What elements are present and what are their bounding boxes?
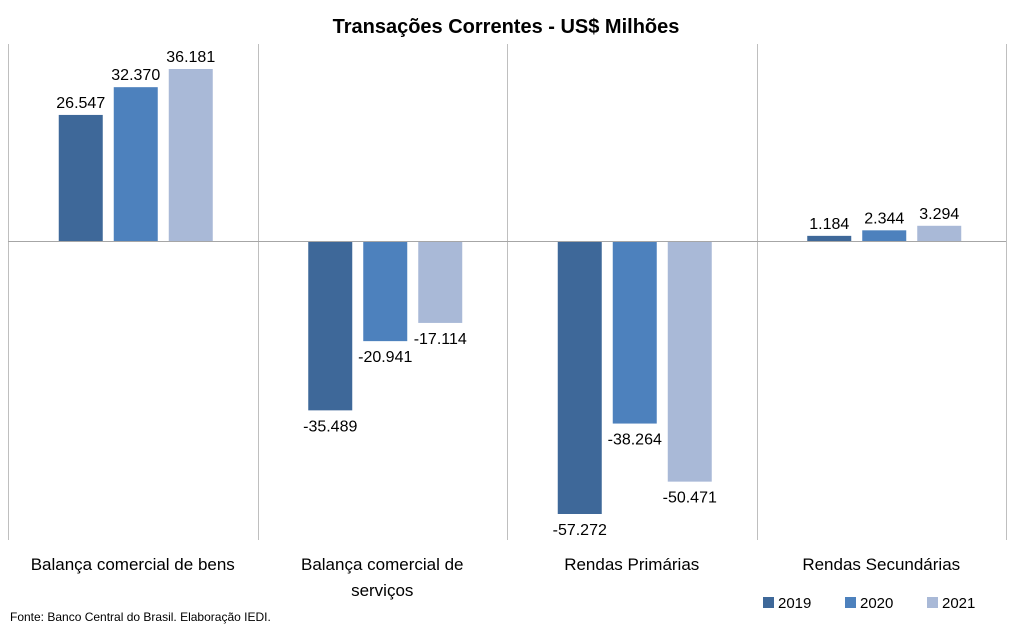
category-separators xyxy=(8,44,1007,540)
data-label-2019-3: -57.272 xyxy=(553,522,607,539)
bar-2021-4 xyxy=(917,225,962,242)
category-label: Balança comercial de xyxy=(301,555,464,574)
category-labels: Balança comercial de bens Balança comerci… xyxy=(31,555,960,600)
data-label-2019-2: -35.489 xyxy=(303,418,357,435)
legend-label-2021: 2021 xyxy=(942,595,975,612)
data-label-2020-4: 2.344 xyxy=(864,210,904,227)
bar-2020-1 xyxy=(113,87,158,242)
data-label-2020-1: 32.370 xyxy=(111,67,160,84)
category-label: Rendas Secundárias xyxy=(802,555,960,574)
data-labels: 26.547 -35.489 -57.272 1.184 32.370 -20.941 -3… xyxy=(56,49,959,539)
category-label: Rendas Primárias xyxy=(564,555,699,574)
legend-swatch-2019 xyxy=(763,597,774,608)
category-label: Balança comercial de bens xyxy=(31,555,235,574)
data-label-2020-2: -20.941 xyxy=(358,349,412,366)
bar-2019-2 xyxy=(308,241,353,411)
bar-2020-2 xyxy=(363,241,408,342)
bar-2020-3 xyxy=(612,241,657,424)
legend-label-2020: 2020 xyxy=(860,595,893,612)
chart-title: Transações Correntes - US$ Milhões xyxy=(333,16,680,38)
category-label: serviços xyxy=(351,581,413,600)
bar-2019-4 xyxy=(807,235,852,242)
bar-2021-3 xyxy=(667,241,712,482)
data-label-2021-1: 36.181 xyxy=(166,49,215,66)
data-label-2021-2: -17.114 xyxy=(414,331,467,348)
data-label-2019-1: 26.547 xyxy=(56,95,105,112)
legend-label-2019: 2019 xyxy=(778,595,811,612)
data-label-2019-4: 1.184 xyxy=(809,216,849,233)
data-label-2021-4: 3.294 xyxy=(919,206,959,223)
bar-2021-2 xyxy=(418,241,463,323)
data-label-2020-3: -38.264 xyxy=(608,432,662,449)
bar-2021-1 xyxy=(168,69,213,242)
data-label-2021-3: -50.471 xyxy=(663,490,717,507)
source-note: Fonte: Banco Central do Brasil. Elaboraç… xyxy=(10,610,271,624)
bar-2020-4 xyxy=(862,230,907,242)
bars xyxy=(58,69,962,514)
legend: 2019 2020 2021 xyxy=(763,595,975,612)
bar-2019-3 xyxy=(557,241,602,514)
legend-swatch-2020 xyxy=(845,597,856,608)
bar-2019-1 xyxy=(58,114,103,242)
legend-swatch-2021 xyxy=(927,597,938,608)
